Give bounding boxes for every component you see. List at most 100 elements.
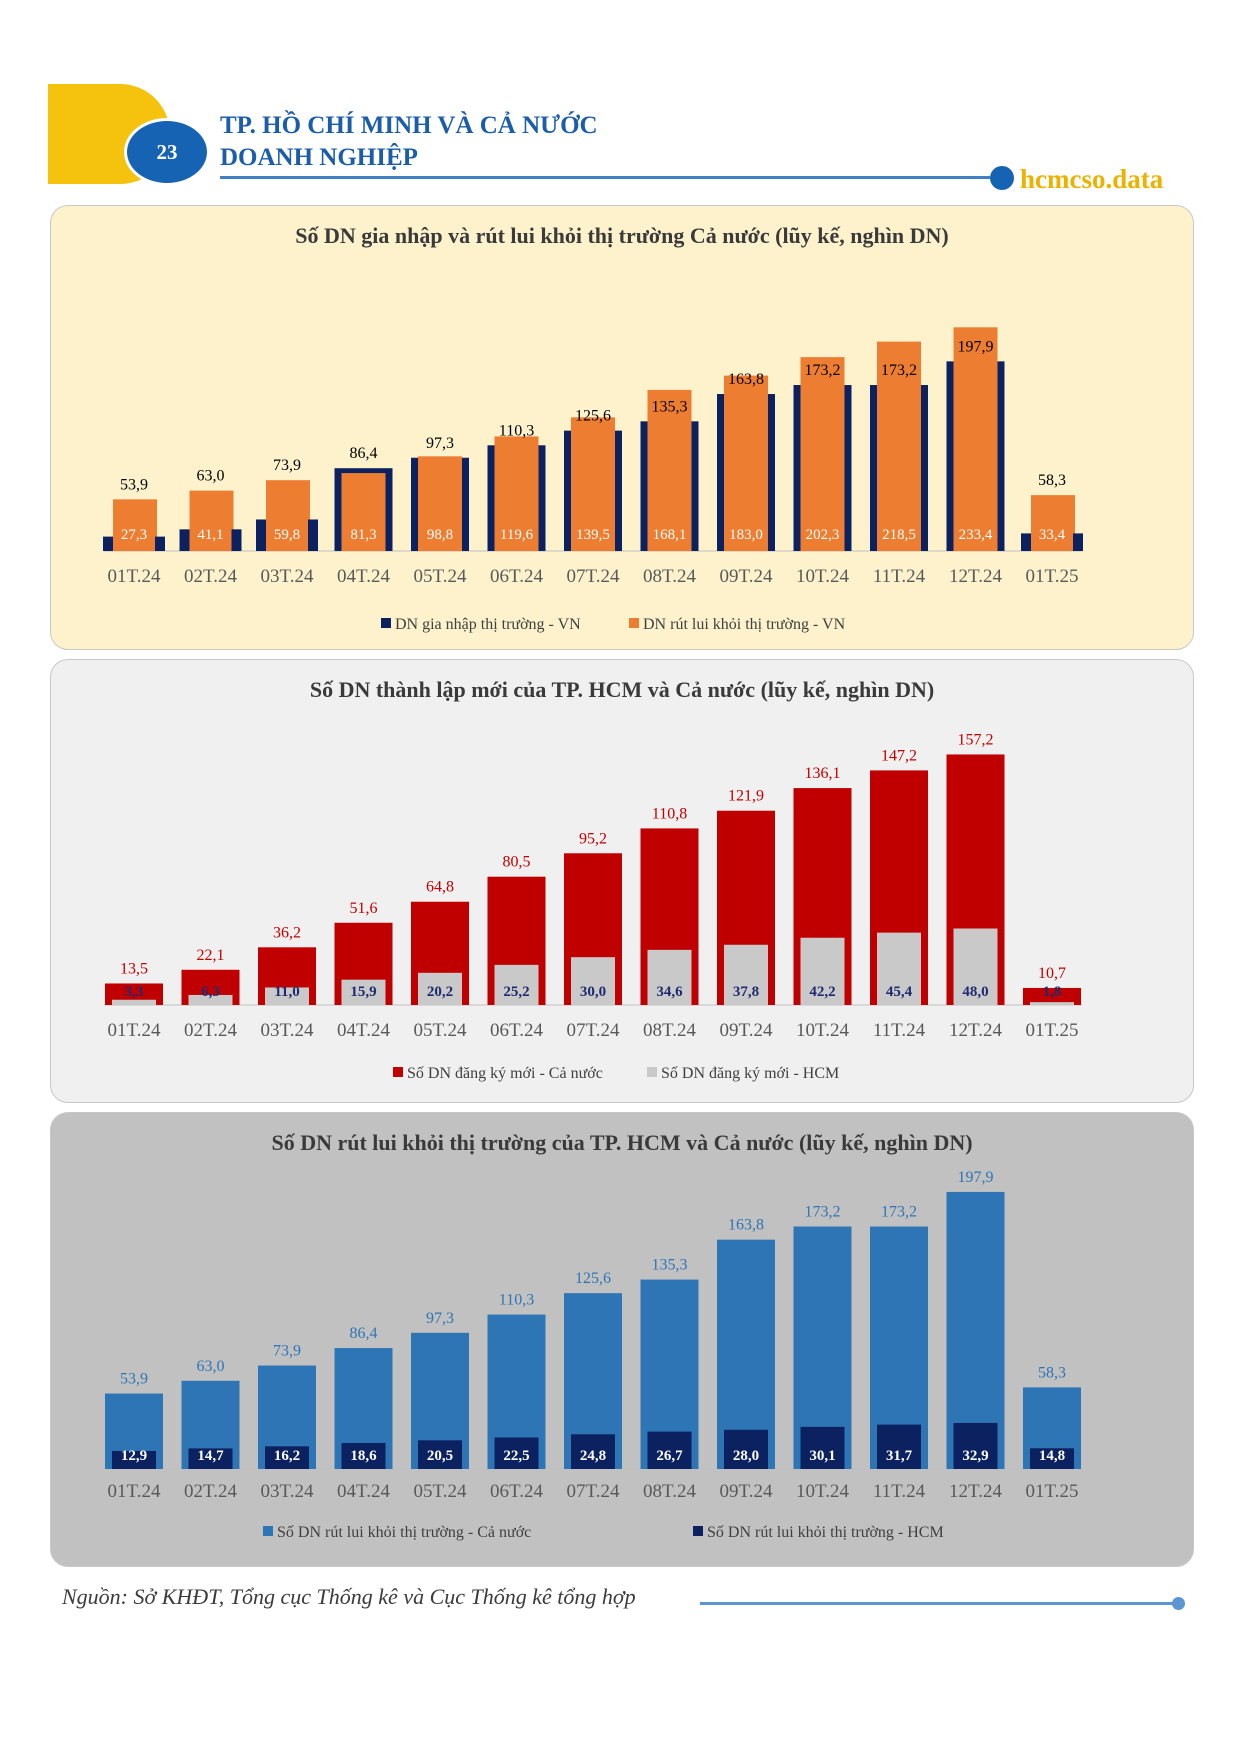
data-label-series-1: 31,7 bbox=[886, 1448, 913, 1464]
x-tick-label: 12T.24 bbox=[949, 1020, 1002, 1041]
footer-divider bbox=[700, 1602, 1178, 1605]
bar-2-series-0 bbox=[946, 1191, 1005, 1469]
legend-label: DN rút lui khỏi thị trường - VN bbox=[643, 616, 846, 633]
data-label-series-0: 95,2 bbox=[579, 830, 607, 847]
x-tick-label: 01T.24 bbox=[108, 1481, 161, 1502]
data-label-series-1: 12,9 bbox=[121, 1448, 147, 1464]
x-tick-label: 09T.24 bbox=[720, 566, 773, 587]
header-dot-icon bbox=[990, 166, 1014, 190]
data-label-series-1: 3,3 bbox=[125, 984, 144, 1000]
bar-exit bbox=[1031, 495, 1075, 551]
data-label-inner: 139,5 bbox=[576, 527, 610, 543]
x-tick-label: 02T.24 bbox=[184, 566, 237, 587]
x-tick-label: 08T.24 bbox=[643, 1020, 696, 1041]
bar-entry bbox=[1073, 533, 1083, 551]
bar-entry bbox=[256, 519, 266, 551]
x-tick-label: 01T.24 bbox=[108, 566, 161, 587]
data-label-inner: 27,3 bbox=[121, 527, 147, 543]
data-label-series-1: 1,8 bbox=[1043, 984, 1062, 1000]
legend-swatch bbox=[693, 1526, 703, 1536]
data-label-series-1: 20,5 bbox=[427, 1448, 453, 1464]
bar-1-series-1 bbox=[188, 994, 233, 1005]
data-label-inner: 81,3 bbox=[350, 527, 376, 543]
data-label-top: 173,2 bbox=[881, 362, 917, 379]
bar-exit bbox=[953, 327, 998, 551]
data-label-series-0: 135,3 bbox=[652, 1257, 688, 1274]
data-label-series-1: 14,7 bbox=[197, 1448, 224, 1464]
data-label-inner: 59,8 bbox=[274, 527, 300, 543]
data-label-series-0: 51,6 bbox=[350, 900, 378, 917]
x-tick-label: 12T.24 bbox=[949, 1481, 1002, 1502]
data-label-series-1: 25,2 bbox=[503, 984, 529, 1000]
bar-2-series-1 bbox=[188, 1448, 233, 1469]
x-tick-label: 09T.24 bbox=[720, 1481, 773, 1502]
legend-swatch bbox=[629, 618, 639, 628]
x-tick-label: 03T.24 bbox=[261, 1481, 314, 1502]
legend-swatch bbox=[393, 1067, 403, 1077]
bar-exit bbox=[266, 480, 310, 551]
section-title: TP. HỒ CHÍ MINH VÀ CẢ NƯỚC bbox=[220, 112, 598, 139]
bar-exit bbox=[877, 341, 921, 551]
x-tick-label: 06T.24 bbox=[490, 1020, 543, 1041]
chart-title: Số DN thành lập mới của TP. HCM và Cả nư… bbox=[310, 677, 934, 702]
x-tick-label: 06T.24 bbox=[490, 1481, 543, 1502]
bar-entry bbox=[103, 536, 113, 551]
data-label-inner: 119,6 bbox=[500, 527, 534, 543]
chart-panel-new-registrations: Số DN thành lập mới của TP. HCM và Cả nư… bbox=[50, 659, 1194, 1103]
bar-1-series-1 bbox=[265, 987, 309, 1005]
data-label-series-1: 16,2 bbox=[274, 1448, 300, 1464]
x-tick-label: 11T.24 bbox=[873, 1020, 926, 1041]
data-label-top: 53,9 bbox=[120, 476, 148, 493]
chart-title: Số DN gia nhập và rút lui khỏi thị trườn… bbox=[295, 223, 948, 248]
data-label-top: 97,3 bbox=[426, 435, 454, 452]
x-tick-label: 01T.25 bbox=[1026, 566, 1079, 587]
bar-1-series-1 bbox=[647, 949, 692, 1005]
bar-1-series-1 bbox=[418, 972, 462, 1005]
data-label-series-0: 110,3 bbox=[499, 1292, 534, 1309]
x-tick-label: 02T.24 bbox=[184, 1481, 237, 1502]
data-label-series-1: 34,6 bbox=[656, 984, 683, 1000]
bar-exit bbox=[571, 417, 615, 551]
data-label-series-1: 22,5 bbox=[503, 1448, 529, 1464]
chart-entry-exit-vn: Số DN gia nhập và rút lui khỏi thị trườn… bbox=[103, 223, 1083, 633]
bar-1-series-0 bbox=[105, 983, 163, 1005]
data-label-series-0: 110,8 bbox=[652, 805, 687, 822]
bar-1-series-1 bbox=[800, 937, 845, 1005]
bar-entry bbox=[231, 529, 242, 551]
x-tick-label: 01T.24 bbox=[108, 1020, 161, 1041]
bar-1-series-1 bbox=[1030, 1002, 1074, 1005]
bar-exit bbox=[341, 473, 386, 551]
data-label-series-0: 86,4 bbox=[350, 1325, 378, 1342]
data-label-series-1: 32,9 bbox=[962, 1448, 988, 1464]
header-divider bbox=[220, 176, 990, 179]
data-label-top: 58,3 bbox=[1038, 472, 1066, 489]
x-tick-label: 08T.24 bbox=[643, 1481, 696, 1502]
bar-2-series-1 bbox=[418, 1440, 462, 1469]
x-tick-label: 03T.24 bbox=[261, 566, 314, 587]
bar-exit bbox=[113, 499, 157, 551]
x-tick-label: 04T.24 bbox=[337, 1481, 390, 1502]
x-tick-label: 05T.24 bbox=[414, 1481, 467, 1502]
bar-1-series-1 bbox=[571, 957, 615, 1005]
legend-label: Số DN rút lui khỏi thị trường - Cả nước bbox=[277, 1524, 531, 1541]
footer-dot-icon bbox=[1172, 1597, 1185, 1610]
data-label-series-0: 80,5 bbox=[503, 854, 531, 871]
bar-exit bbox=[724, 375, 768, 551]
x-tick-label: 07T.24 bbox=[567, 566, 620, 587]
x-tick-label: 12T.24 bbox=[949, 566, 1002, 587]
x-tick-label: 05T.24 bbox=[414, 566, 467, 587]
chart-panel-withdrawals: Số DN rút lui khỏi thị trường của TP. HC… bbox=[50, 1112, 1194, 1567]
bar-2-series-1 bbox=[877, 1424, 921, 1469]
data-label-series-1: 45,4 bbox=[886, 984, 913, 1000]
data-label-series-1: 48,0 bbox=[962, 984, 988, 1000]
data-label-inner: 233,4 bbox=[959, 527, 993, 543]
x-tick-label: 08T.24 bbox=[643, 566, 696, 587]
bar-2-series-1 bbox=[724, 1429, 768, 1469]
data-label-series-0: 22,1 bbox=[197, 947, 225, 964]
bar-2-series-1 bbox=[112, 1450, 156, 1469]
chart-new-registrations: Số DN thành lập mới của TP. HCM và Cả nư… bbox=[104, 677, 1082, 1082]
chart-withdrawals: Số DN rút lui khỏi thị trường của TP. HC… bbox=[104, 1130, 1082, 1541]
brand-label: hcmcso.data bbox=[1020, 164, 1164, 194]
bar-2-series-1 bbox=[953, 1422, 998, 1469]
data-label-top: 86,4 bbox=[350, 445, 378, 462]
